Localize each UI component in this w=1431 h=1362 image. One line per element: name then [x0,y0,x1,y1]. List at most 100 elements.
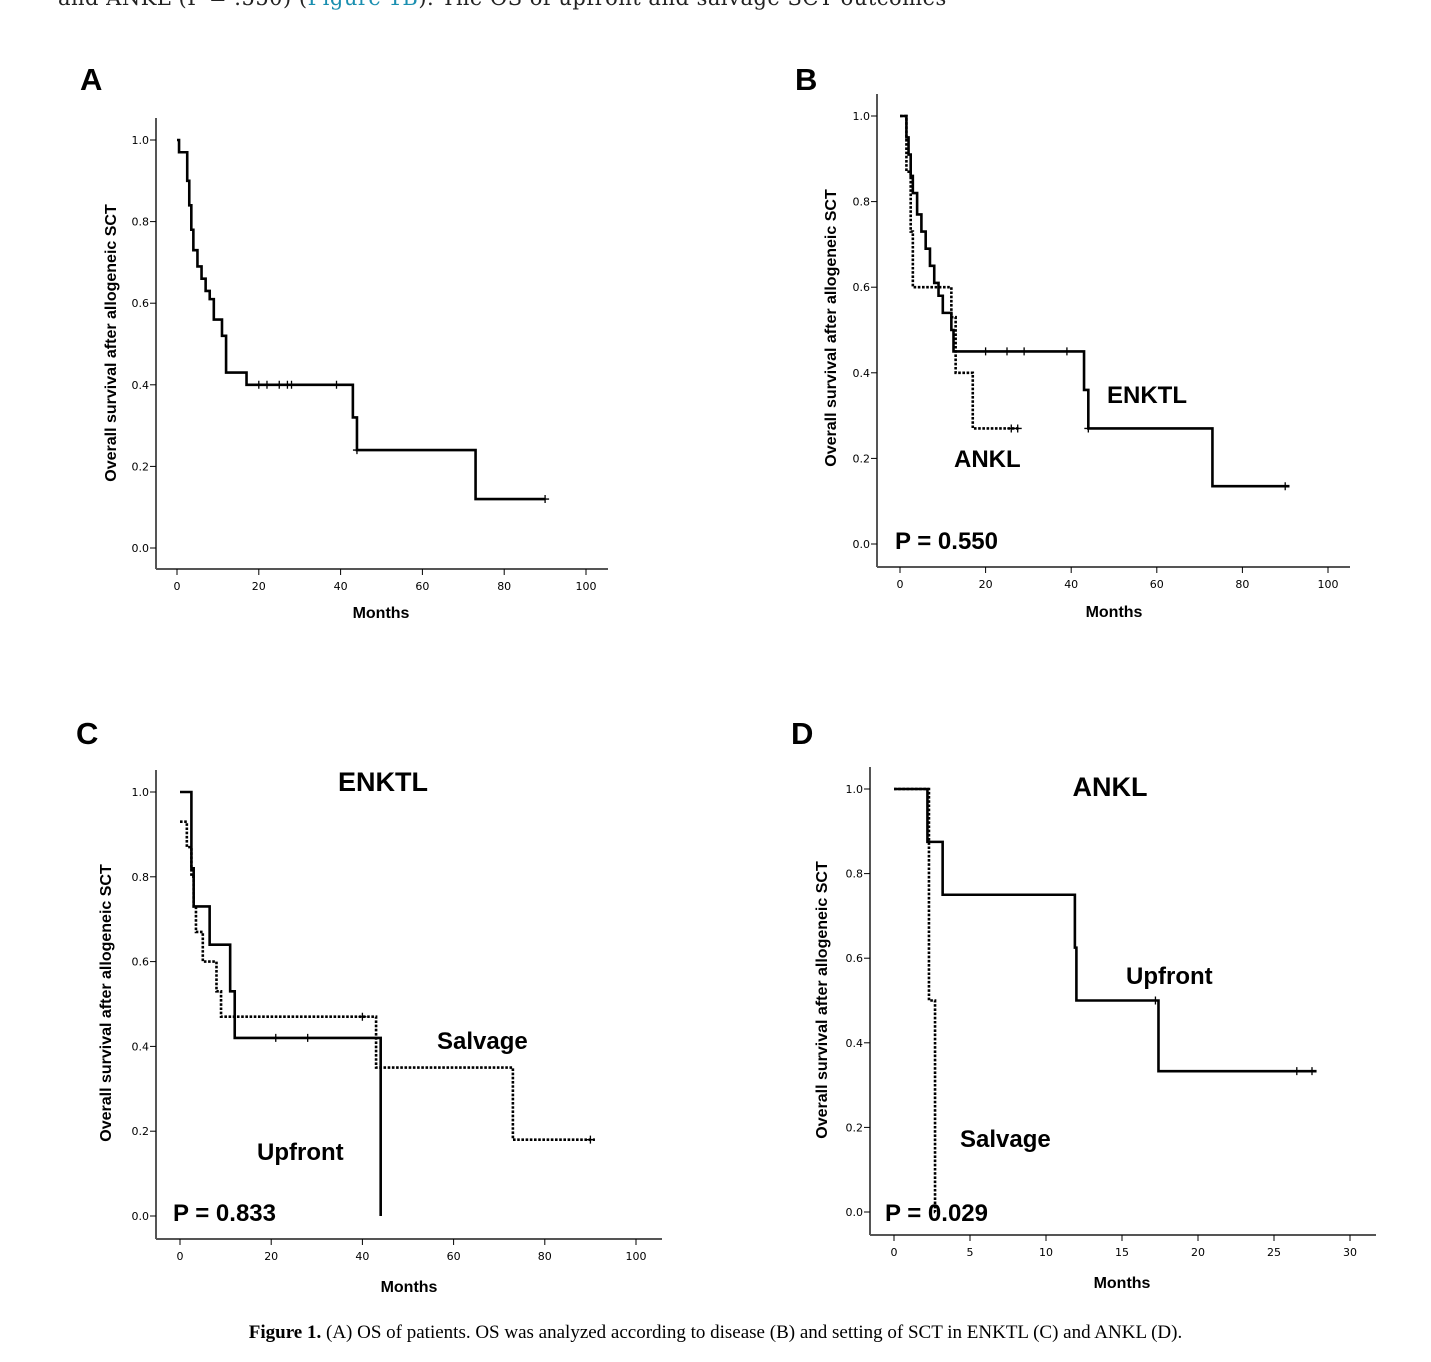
y-axis-label-a: Overall survival after allogeneic SCT [103,204,120,482]
y-tick-label-b: 0.0 [853,538,871,551]
y-tick-label-a: 0.0 [132,542,150,555]
y-tick-label-d: 0.8 [846,868,864,881]
y-axis-label-c: Overall survival after allogeneic SCT [98,864,115,1142]
censor-mark-a [541,495,549,503]
y-tick-label-b: 0.4 [853,367,871,380]
x-tick-label-b: 80 [1235,578,1249,591]
panel-letter-b: B [795,62,817,97]
caption-text: (A) OS of patients. OS was analyzed acco… [326,1322,1182,1343]
survival-line-all-patients-a [177,140,545,499]
censor-mark-a [288,381,296,389]
y-tick-label-b: 0.2 [853,452,871,465]
y-tick-label-a: 1.0 [132,134,150,147]
y-tick-label-c: 0.8 [132,871,150,884]
censor-mark-a [255,381,263,389]
annotation-salvage-c: Salvage [437,1028,528,1055]
censor-mark-d [1293,1067,1301,1075]
p-value-c: P = 0.833 [173,1200,276,1227]
p-value-d: P = 0.029 [885,1200,988,1227]
x-tick-label-b: 0 [897,578,904,591]
x-axis-label-b: Months [1086,604,1143,621]
y-tick-label-a: 0.6 [132,297,150,310]
x-tick-label-a: 60 [415,580,429,593]
survival-line-upfront-d [894,789,1317,1071]
panel-c: C 0.0 0.2 0.4 0.6 0.8 1.0 0 20 40 60 80 100 Overall s… [76,716,662,1296]
censor-mark-b [1014,424,1022,432]
y-tick-label-a: 0.2 [132,460,150,473]
survival-line-ankl-b [900,116,1020,428]
x-tick-label-d: 30 [1343,1246,1357,1259]
x-tick-label-d: 20 [1191,1246,1205,1259]
x-axis-label-a: Months [353,605,410,622]
panel-letter-a: A [80,62,102,97]
x-tick-label-d: 10 [1039,1246,1053,1259]
y-tick-label-d: 0.4 [846,1037,864,1050]
annotation-ankl-b: ANKL [954,446,1021,473]
censor-mark-a [275,381,283,389]
y-tick-label-d: 1.0 [846,783,864,796]
annotation-enktl-b: ENKTL [1107,382,1187,409]
annotation-upfront-d: Upfront [1126,963,1213,990]
x-tick-label-d: 25 [1267,1246,1281,1259]
y-tick-label-c: 0.4 [132,1040,150,1053]
y-tick-label-d: 0.2 [846,1121,864,1134]
x-tick-label-a: 80 [497,580,511,593]
x-tick-label-c: 40 [355,1250,369,1263]
chart-title-d: ANKL [1073,772,1148,802]
x-tick-label-c: 60 [447,1250,461,1263]
x-tick-label-a: 40 [334,580,348,593]
caption-label: Figure 1. [249,1322,321,1343]
censor-mark-b [1020,347,1028,355]
figure-caption: Figure 1. (A) OS of patients. OS was ana… [0,1322,1431,1344]
x-tick-label-d: 15 [1115,1246,1129,1259]
censor-mark-c [304,1034,312,1042]
x-tick-label-a: 0 [174,580,181,593]
figure-1: A0.00.20.40.60.81.00 20 40 60 80 100Overall s… [0,0,1431,1362]
p-value-b: P = 0.550 [895,528,998,555]
x-tick-label-b: 60 [1150,578,1164,591]
x-tick-label-c: 100 [626,1250,647,1263]
censor-mark-a [353,446,361,454]
panel-letter-d: D [791,716,813,751]
y-tick-label-a: 0.4 [132,379,150,392]
y-tick-label-b: 0.8 [853,196,871,209]
x-tick-label-a: 20 [252,580,266,593]
censor-mark-b [1003,347,1011,355]
censor-mark-b [1281,482,1289,490]
censor-mark-b [982,347,990,355]
censor-mark-b [1084,424,1092,432]
x-tick-label-c: 20 [264,1250,278,1263]
annotation-salvage-d: Salvage [960,1126,1051,1153]
y-tick-label-d: 0.0 [846,1206,864,1219]
x-tick-label-b: 40 [1064,578,1078,591]
censor-mark-d [1308,1067,1316,1075]
panel-letter-c: C [76,716,98,751]
annotation-upfront-c: Upfront [257,1139,344,1166]
y-tick-label-c: 1.0 [132,786,150,799]
y-tick-label-c: 0.2 [132,1125,150,1138]
censor-mark-c [272,1034,280,1042]
y-tick-label-c: 0.6 [132,956,150,969]
y-tick-label-b: 1.0 [853,110,871,123]
chart-title-c: ENKTL [338,767,428,797]
x-tick-label-a: 100 [576,580,597,593]
x-tick-label-d: 0 [891,1246,898,1259]
panel-a: A 0.0 0.2 0.4 0.6 0.8 1.0 0 20 40 60 80 100 Overall s… [80,62,608,622]
x-axis-label-d: Months [1094,1275,1151,1292]
y-tick-label-c: 0.0 [132,1210,150,1223]
survival-line-salvage-d [894,789,935,1212]
x-tick-label-d: 5 [967,1246,974,1259]
y-tick-label-d: 0.6 [846,952,864,965]
x-tick-label-c: 80 [538,1250,552,1263]
panel-b: B 0.0 0.2 0.4 0.6 0.8 1.0 0 20 40 60 80 100 Overall s… [795,62,1350,621]
y-tick-label-b: 0.6 [853,281,871,294]
x-axis-label-c: Months [381,1279,438,1296]
survival-line-enktl-b [900,116,1289,486]
x-tick-label-b: 100 [1318,578,1339,591]
censor-mark-b [1063,347,1071,355]
y-tick-label-a: 0.8 [132,216,150,229]
censor-mark-c [586,1136,594,1144]
censor-mark-a [263,381,271,389]
survival-line-salvage-c [180,822,595,1140]
y-axis-label-b: Overall survival after allogeneic SCT [823,189,840,467]
